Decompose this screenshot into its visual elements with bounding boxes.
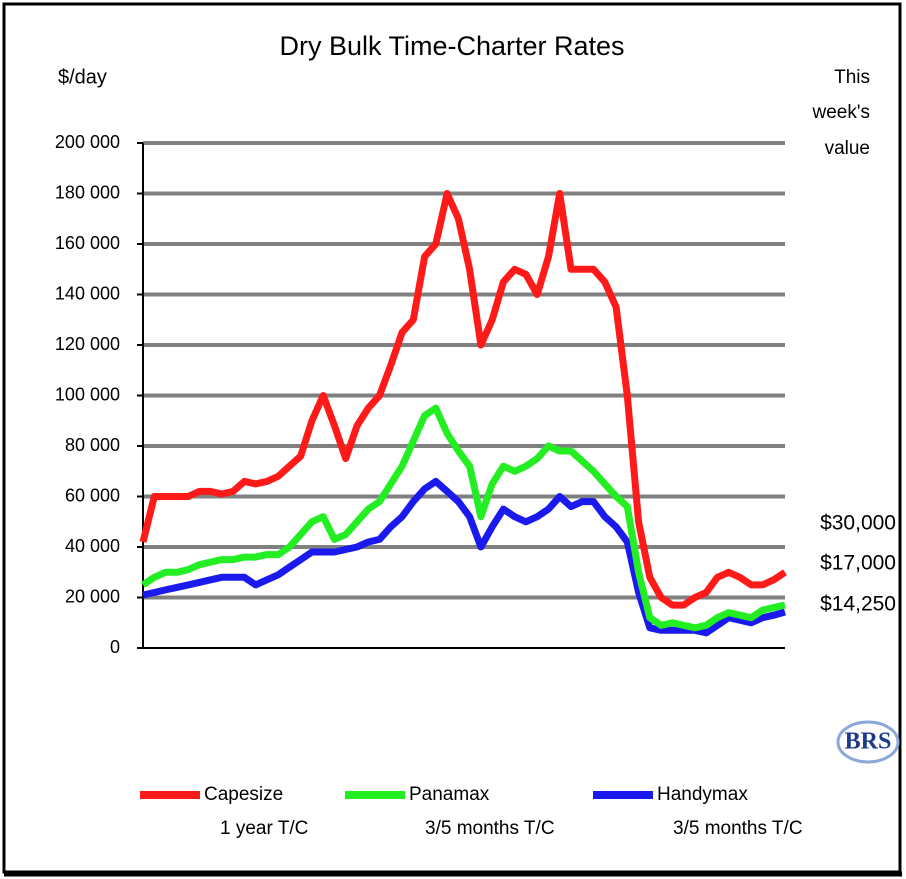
legend-detail: 3/5 months T/C [425, 818, 555, 839]
y-tick-label: 40 000 [65, 536, 120, 556]
legend-label: Capesize [204, 784, 283, 805]
series-line [141, 404, 786, 632]
y-tick-label: 160 000 [55, 233, 120, 253]
legend-label: Handymax [657, 784, 748, 805]
legend-detail: 3/5 months T/C [673, 818, 803, 839]
legend-detail: 1 year T/C [220, 818, 308, 839]
y-tick-label: 140 000 [55, 283, 120, 303]
right-header: value [825, 138, 870, 159]
right-header: This [834, 67, 870, 88]
this-week-value: $14,250 [820, 593, 896, 616]
chart-title: Dry Bulk Time-Charter Rates [279, 31, 624, 61]
y-tick-label: 200 000 [55, 132, 120, 152]
series-line [142, 477, 786, 637]
y-axis-label: $/day [58, 66, 107, 88]
logo: BRS [845, 729, 892, 755]
y-tick-label: 120 000 [55, 334, 120, 354]
y-tick-label: 20 000 [65, 586, 120, 606]
right-header: week's [812, 102, 870, 123]
this-week-value: $17,000 [820, 552, 896, 575]
y-tick-label: 60 000 [65, 485, 120, 505]
y-tick-label: 180 000 [55, 182, 120, 202]
legend-label: Panamax [409, 784, 490, 805]
y-tick-label: 0 [110, 637, 120, 657]
logo-ring [836, 720, 900, 764]
y-tick-label: 80 000 [65, 435, 120, 455]
y-tick-label: 100 000 [55, 384, 120, 404]
series-line [139, 190, 787, 609]
this-week-value: $30,000 [820, 512, 896, 535]
